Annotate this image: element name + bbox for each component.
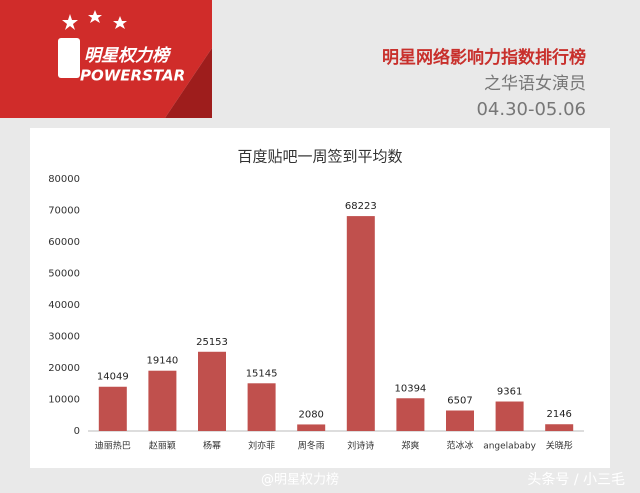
x-tick-label: 赵丽颖 [149, 440, 176, 452]
y-tick-label: 30000 [48, 332, 80, 343]
bar [198, 351, 226, 431]
value-label: 19140 [146, 356, 178, 367]
x-tick-label: 范冰冰 [446, 440, 473, 452]
bar [98, 386, 127, 431]
value-label: 9361 [497, 387, 522, 398]
banner [0, 0, 212, 118]
value-label: 15145 [246, 368, 278, 379]
value-label: 2146 [546, 409, 571, 420]
stars [62, 10, 127, 30]
x-tick-label: angelababy [483, 442, 536, 452]
header-subtitle: 之华语女演员 [484, 74, 586, 94]
header-period: 04.30-05.06 [476, 99, 586, 120]
bar [396, 398, 425, 431]
x-tick-label: 刘亦菲 [248, 440, 275, 452]
value-label: 68223 [345, 201, 377, 212]
value-label: 6507 [447, 396, 472, 407]
banner-fold [165, 48, 212, 118]
value-label: 25153 [196, 337, 228, 348]
y-tick-label: 70000 [48, 206, 80, 217]
value-label: 10394 [394, 383, 426, 394]
y-tick-label: 50000 [48, 269, 80, 280]
y-tick-label: 0 [74, 426, 80, 437]
x-tick-label: 迪丽热巴 [95, 440, 131, 452]
y-tick-label: 60000 [48, 237, 80, 248]
x-tick-label: 郑爽 [401, 440, 419, 452]
header-title: 明星网络影响力指数排行榜 [382, 47, 586, 68]
value-label: 14049 [97, 372, 129, 383]
bar [446, 410, 474, 431]
bar [247, 383, 276, 431]
logo-icon [58, 38, 80, 78]
x-tick-label: 刘诗诗 [347, 440, 374, 452]
footer-weibo: @明星权力榜 [261, 472, 339, 488]
bar [297, 424, 326, 431]
y-tick-label: 40000 [48, 300, 80, 311]
x-tick-label: 周冬雨 [298, 440, 325, 452]
value-label: 2080 [298, 409, 323, 420]
bar [148, 370, 177, 431]
bar [346, 216, 375, 431]
brand-en: POWERSTAR [80, 67, 185, 85]
brand: 明星权力榜 [84, 46, 172, 66]
x-tick-label: 关晓彤 [546, 440, 573, 452]
bar [545, 424, 574, 431]
chart-title: 百度贴吧一周签到平均数 [237, 148, 402, 166]
y-tick-label: 80000 [48, 174, 80, 185]
footer-toutiao: 头条号 / 小三毛 [527, 471, 625, 488]
x-tick-label: 杨幂 [203, 440, 221, 452]
y-tick-label: 20000 [48, 363, 80, 374]
y-tick-label: 10000 [48, 395, 80, 406]
bar [495, 401, 524, 431]
